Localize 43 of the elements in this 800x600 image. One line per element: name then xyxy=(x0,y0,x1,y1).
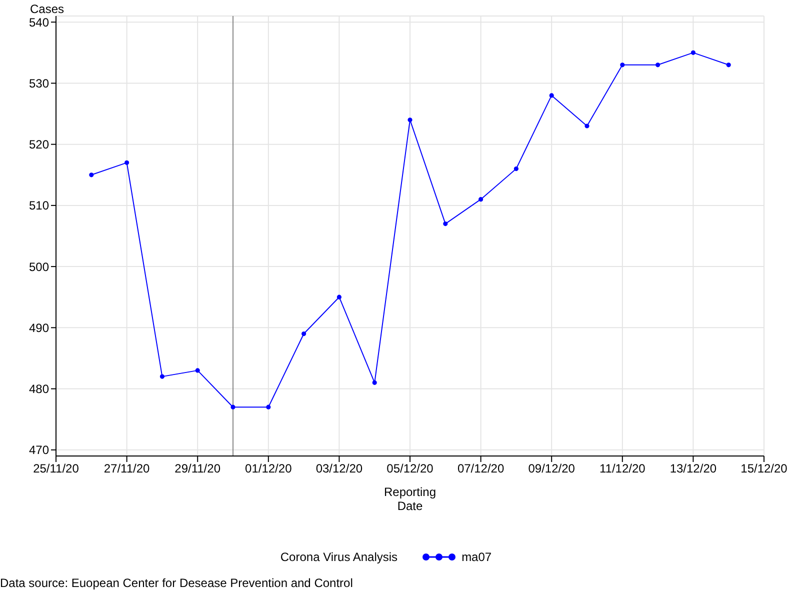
point xyxy=(408,118,412,122)
point xyxy=(160,374,164,379)
legend-label: ma07 xyxy=(462,550,492,564)
x-tick-label: 07/12/20 xyxy=(457,462,504,476)
y-tick-label: 520 xyxy=(28,138,50,152)
point xyxy=(584,124,590,128)
point xyxy=(230,404,236,410)
x-tick-label: 29/11/20 xyxy=(174,462,221,476)
y-tick-label: 540 xyxy=(28,15,50,30)
y-tick-label: 480 xyxy=(28,382,50,396)
point xyxy=(336,294,342,300)
y-axis-title: Cases xyxy=(30,2,64,16)
y-tick-label: 470 xyxy=(28,443,50,458)
point xyxy=(89,172,94,178)
point xyxy=(690,50,696,55)
point xyxy=(302,331,306,336)
x-tick-label: 27/11/20 xyxy=(104,462,150,476)
y-tick-label: 500 xyxy=(28,260,50,274)
y-tick-label: 530 xyxy=(28,76,50,90)
x-tick-label: 13/12/20 xyxy=(670,462,717,476)
x-tick-label: 25/11/20 xyxy=(33,462,80,476)
x-tick-label: 03/12/20 xyxy=(316,462,363,476)
x-tick-label: 05/12/20 xyxy=(386,462,434,476)
point xyxy=(372,380,377,385)
point xyxy=(478,197,484,202)
legend-title: Corona Virus Analysis xyxy=(280,550,398,564)
x-tick-label: 01/12/20 xyxy=(245,462,292,476)
point xyxy=(124,160,130,165)
point xyxy=(549,93,554,98)
point xyxy=(656,62,660,68)
point xyxy=(514,166,518,172)
x-axis-title: Reporting Date xyxy=(384,485,436,513)
point xyxy=(266,404,271,410)
point xyxy=(443,221,448,226)
y-tick-label: 490 xyxy=(28,320,50,335)
x-tick-label: 15/12/20 xyxy=(740,462,788,476)
y-tick-label: 510 xyxy=(28,198,50,213)
point xyxy=(726,62,731,68)
source-note: Data source: Euopean Center for Desease Prevention and Control xyxy=(0,576,353,590)
x-tick-label: 11/12/20 xyxy=(599,462,646,476)
x-tick-label: 09/12/20 xyxy=(528,462,576,476)
point xyxy=(620,62,625,68)
point xyxy=(195,368,200,373)
